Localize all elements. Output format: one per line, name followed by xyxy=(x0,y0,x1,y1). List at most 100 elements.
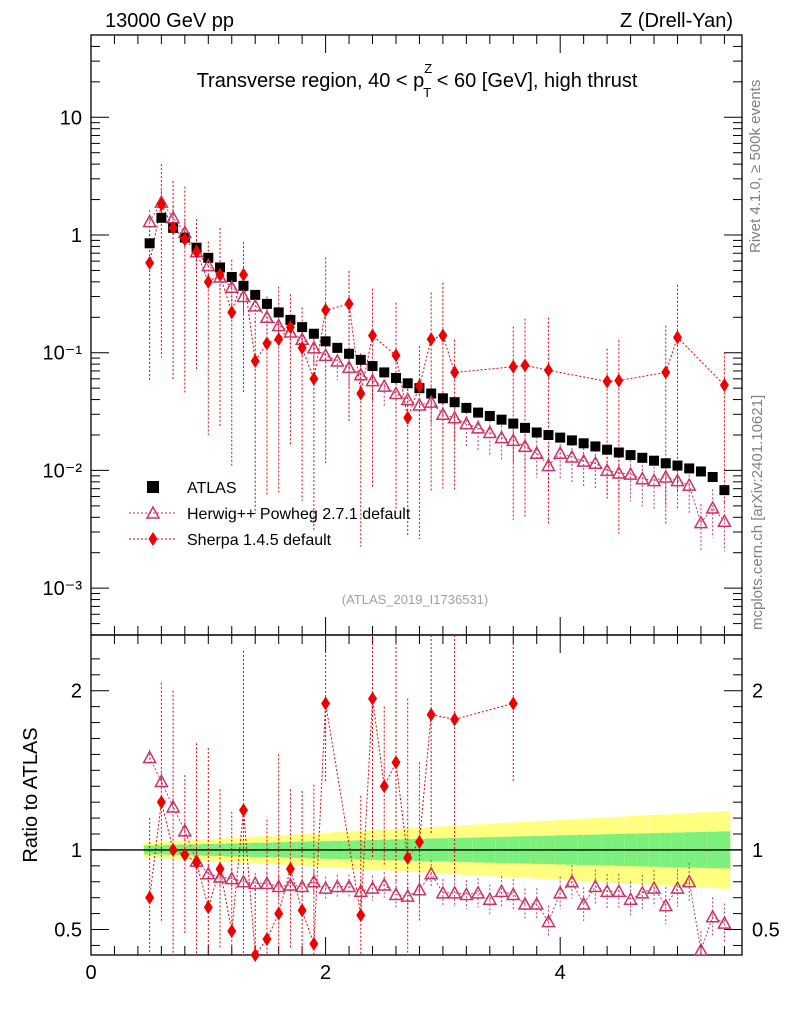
ratio-herwig-point xyxy=(599,883,615,898)
herwig-data-point xyxy=(470,420,486,434)
sherpa-data-point xyxy=(238,267,248,282)
herwig-data-point xyxy=(142,214,157,228)
ratio-sherpa-point xyxy=(426,707,436,722)
atlas-data-point xyxy=(226,271,237,282)
herwig-data-point xyxy=(717,513,732,528)
herwig-data-point xyxy=(681,477,697,491)
ratio-sherpa-point xyxy=(180,847,190,862)
analysis-id-watermark: (ATLAS_2019_I1736531) xyxy=(342,592,488,607)
herwig-data-point xyxy=(423,394,439,408)
atlas-data-point xyxy=(285,314,296,325)
atlas-data-point xyxy=(156,212,167,223)
ratio-sherpa-point xyxy=(379,779,389,794)
herwig-data-point xyxy=(447,410,462,424)
atlas-data-point xyxy=(379,367,390,378)
ratio-herwig-point xyxy=(165,799,181,813)
rivet-version-label: Rivet 4.1.0, ≥ 500k events xyxy=(747,80,764,253)
ratio-sherpa-point xyxy=(450,712,460,727)
main-y-tick-label: 10⁻³ xyxy=(43,578,83,600)
ratio-sherpa-point xyxy=(309,936,319,951)
ratio-herwig-point xyxy=(201,866,216,880)
atlas-data-point xyxy=(297,322,308,333)
ratio-herwig-point xyxy=(623,891,638,906)
ratio-herwig-point xyxy=(388,886,404,901)
herwig-data-point xyxy=(459,416,474,430)
plot-title-tail: < 60 [GeV], high thrust xyxy=(431,70,638,92)
atlas-data-point xyxy=(437,393,448,404)
ratio-sherpa-point xyxy=(403,850,413,865)
herwig-data-point xyxy=(564,449,580,463)
herwig-data-point xyxy=(400,391,415,406)
axis-ticks: 10 1 10⁻¹ 10⁻² 10⁻³ 0 2 4 2 2 1 1 0.5 0.5 xyxy=(43,34,780,984)
atlas-data-point xyxy=(238,280,249,291)
ratio-sherpa-point xyxy=(391,755,401,770)
atlas-data-point xyxy=(344,348,355,359)
herwig-data-point xyxy=(482,424,498,439)
ratio-herwig-point xyxy=(541,914,556,928)
sherpa-data-point xyxy=(426,332,436,347)
atlas-data-point xyxy=(625,450,636,461)
atlas-data-point xyxy=(355,354,366,365)
herwig-data-point xyxy=(576,453,591,467)
ratio-herwig-point xyxy=(588,878,603,893)
ratio-herwig-point xyxy=(412,882,427,896)
ratio-sherpa-point xyxy=(192,855,202,870)
sherpa-data-point xyxy=(145,255,155,270)
herwig-data-point xyxy=(494,430,509,444)
sherpa-data-point xyxy=(309,371,319,386)
herwig-data-point xyxy=(330,353,345,367)
atlas-data-point xyxy=(520,422,530,433)
atlas-data-point xyxy=(402,378,413,389)
main-y-tick-label: 1 xyxy=(71,225,82,247)
atlas-data-point xyxy=(578,438,589,449)
sherpa-data-point xyxy=(168,220,178,235)
ratio-sherpa-point xyxy=(156,795,166,810)
main-series-line-2 xyxy=(149,202,725,420)
sherpa-data-point xyxy=(520,358,530,373)
atlas-data-point xyxy=(367,361,378,372)
main-y-tick-label: 10⁻¹ xyxy=(43,343,83,365)
atlas-data-point xyxy=(215,262,226,273)
header-left-label: 13000 GeV pp xyxy=(105,10,234,32)
sherpa-data-point xyxy=(156,197,166,212)
ratio-y-tick-label: 1 xyxy=(71,840,82,862)
sherpa-data-point xyxy=(543,363,553,378)
ratio-herwig-point xyxy=(670,880,685,894)
sherpa-data-point xyxy=(180,232,190,247)
herwig-data-point xyxy=(283,324,298,338)
herwig-data-point xyxy=(658,469,674,483)
sherpa-data-point xyxy=(192,244,202,259)
ratio-herwig-point xyxy=(576,896,591,910)
ratio-herwig-point xyxy=(517,896,533,910)
herwig-data-point xyxy=(517,438,533,453)
ratio-herwig-point xyxy=(423,866,439,880)
ratio-herwig-point xyxy=(705,909,720,923)
atlas-data-point xyxy=(590,441,601,452)
atlas-data-point xyxy=(602,444,613,455)
ratio-plot-frame xyxy=(90,634,743,956)
sherpa-data-point xyxy=(391,348,401,363)
atlas-data-point xyxy=(508,418,519,429)
ratio-herwig-point xyxy=(482,891,498,906)
herwig-data-point xyxy=(588,455,603,470)
atlas-data-point xyxy=(390,372,401,383)
ratio-herwig-point xyxy=(294,878,310,893)
herwig-data-point xyxy=(306,340,322,354)
sherpa-data-point xyxy=(215,267,225,282)
sherpa-data-point xyxy=(614,373,624,388)
herwig-data-point xyxy=(635,471,650,485)
herwig-data-point xyxy=(623,466,638,480)
sherpa-data-point xyxy=(344,296,354,311)
atlas-data-point xyxy=(660,458,671,469)
sherpa-data-point xyxy=(414,379,424,394)
sherpa-data-point xyxy=(450,365,460,380)
ratio-sherpa-point xyxy=(368,691,378,706)
ratio-herwig-point xyxy=(717,915,732,929)
ratio-sherpa-point xyxy=(297,903,307,918)
atlas-data-point xyxy=(637,452,648,463)
atlas-data-point xyxy=(144,238,155,249)
atlas-data-point xyxy=(426,388,437,399)
atlas-data-point xyxy=(496,414,507,425)
atlas-data-point xyxy=(273,307,284,318)
atlas-data-point xyxy=(543,430,554,440)
